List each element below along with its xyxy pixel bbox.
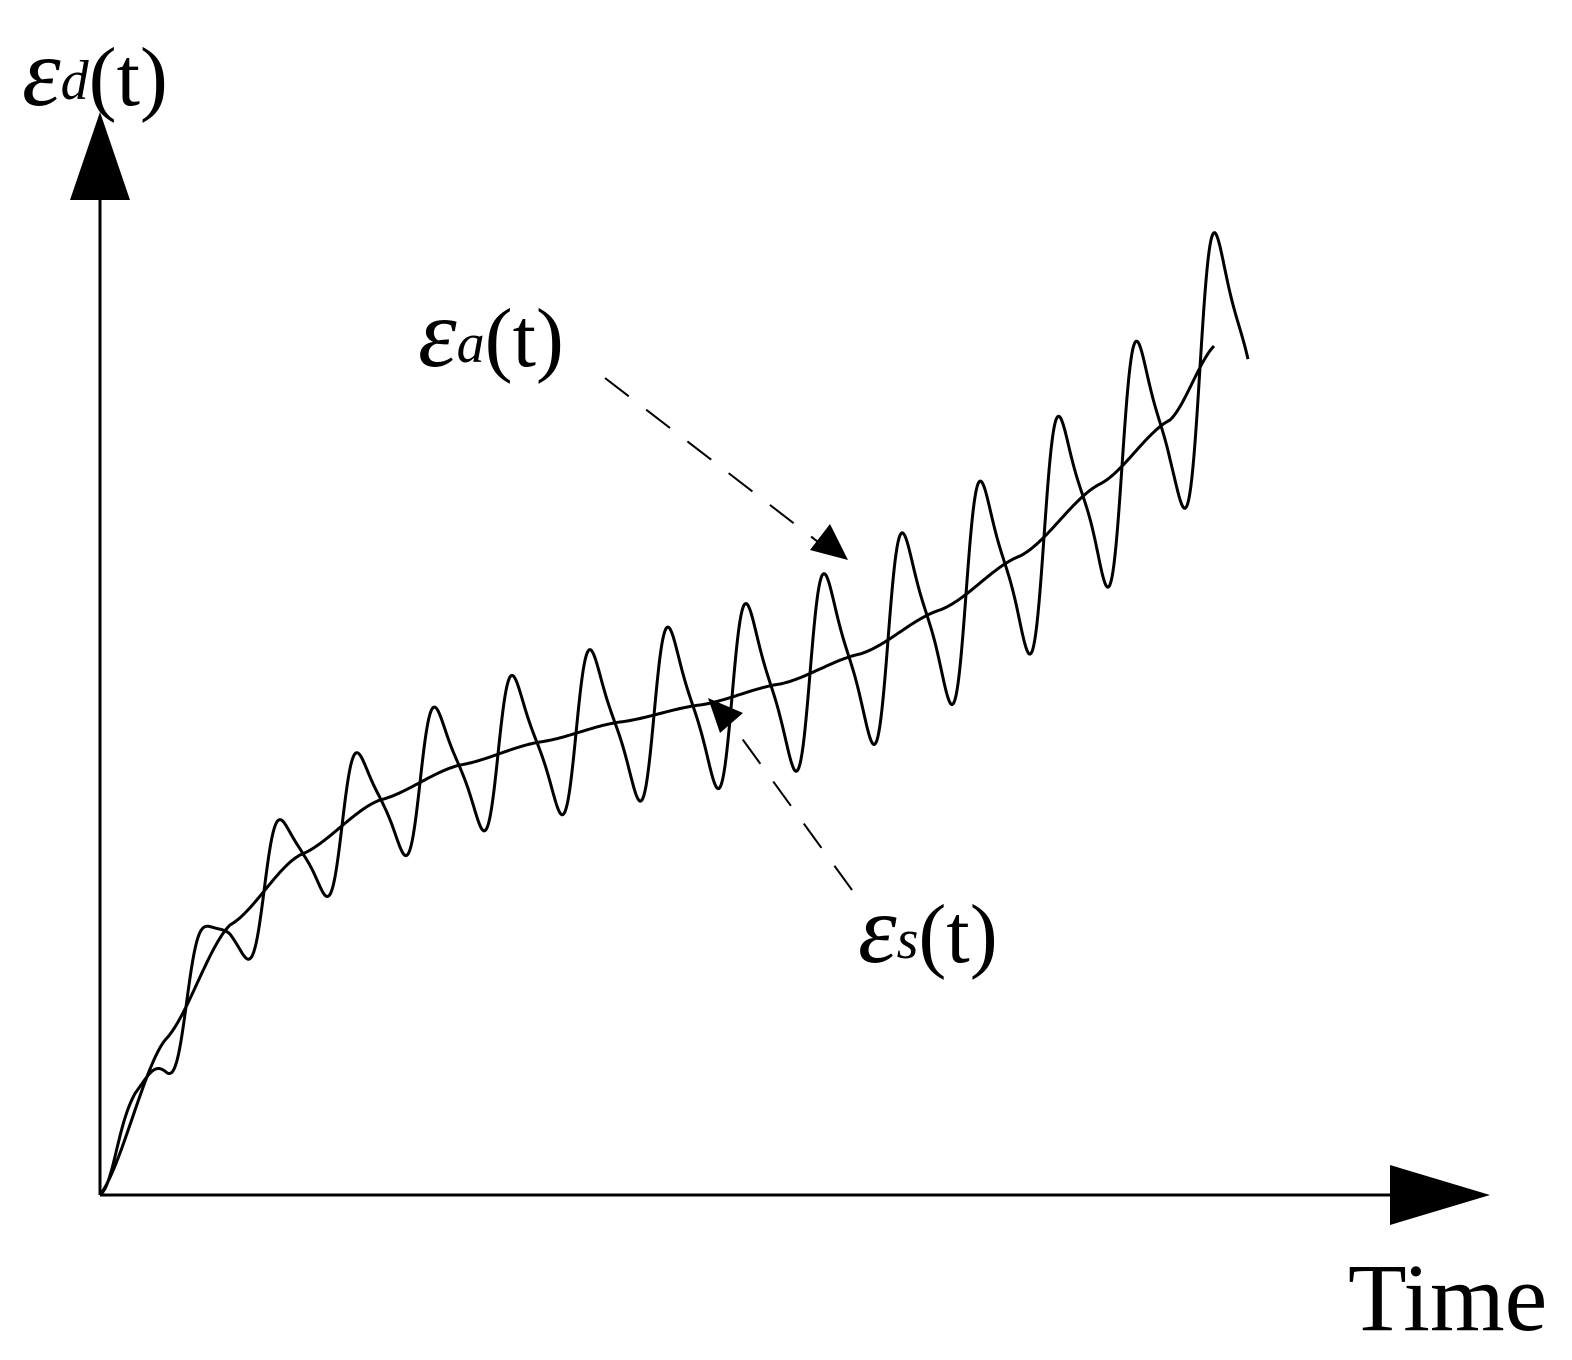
smooth-leader-arrowhead [708, 698, 743, 733]
y-axis-label-symbol: ε [22, 19, 61, 127]
y-axis-label-arg: (t) [89, 31, 168, 124]
oscillating-label-arg: (t) [485, 292, 564, 385]
oscillating-leader-line [604, 377, 823, 546]
smooth-trend-curve [98, 344, 1216, 1196]
smooth-leader-line [729, 721, 853, 891]
smooth-label-subscript: s [897, 909, 919, 971]
oscillating-label-symbol: ε [418, 280, 457, 388]
oscillating-curve-label: εa(t) [418, 280, 564, 388]
oscillating-curve [98, 231, 1250, 1197]
y-axis-arrowhead [70, 112, 130, 200]
oscillating-label-subscript: a [457, 313, 485, 375]
smooth-curve-label: εs(t) [858, 876, 998, 984]
oscillating-leader-arrowhead [810, 524, 848, 560]
x-axis-label: Time [1348, 1244, 1547, 1351]
y-axis-label: εd(t) [22, 19, 168, 127]
smooth-label-arg: (t) [918, 888, 997, 981]
smooth-label-symbol: ε [858, 876, 897, 984]
x-axis-arrowhead [1390, 1165, 1490, 1225]
y-axis-label-subscript: d [61, 50, 90, 112]
